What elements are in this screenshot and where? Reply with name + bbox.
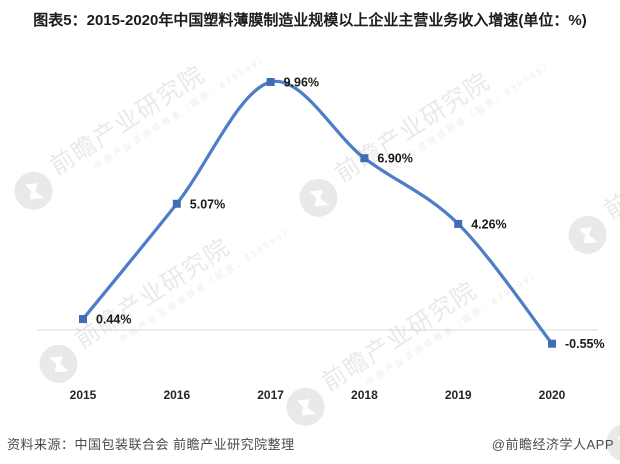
x-axis-tick-label: 2015 (70, 388, 97, 402)
app-credit: @前瞻经济学人APP (491, 437, 614, 452)
x-axis-tick-label: 2017 (257, 388, 284, 402)
data-point-label: 5.07% (190, 197, 225, 211)
x-axis-tick-label: 2019 (445, 388, 472, 402)
data-point-marker (79, 315, 87, 324)
data-point-label: -0.55% (565, 337, 605, 351)
data-point-marker (360, 154, 369, 163)
chart-title: 图表5：2015-2020年中国塑料薄膜制造业规模以上企业主营业务收入增速(单位… (33, 12, 587, 29)
data-point-marker (172, 199, 181, 208)
source-note: 资料来源：中国包装联合会 前瞻产业研究院整理 (7, 437, 295, 452)
footer: 资料来源：中国包装联合会 前瞻产业研究院整理 @前瞻经济学人APP (0, 434, 620, 453)
data-point-label: 0.44% (96, 313, 131, 327)
data-point-marker (454, 219, 463, 228)
x-axis-tick-label: 2018 (351, 388, 378, 402)
x-axis-tick-label: 2016 (163, 388, 190, 402)
x-axis-tick-label: 2020 (539, 388, 566, 402)
data-point-marker (548, 339, 556, 348)
data-point-label: 6.90% (377, 152, 412, 166)
data-point-marker (266, 77, 275, 86)
growth-rate-line (81, 79, 554, 346)
data-point-label: 4.26% (471, 217, 506, 231)
data-point-label: 9.96% (284, 75, 319, 89)
